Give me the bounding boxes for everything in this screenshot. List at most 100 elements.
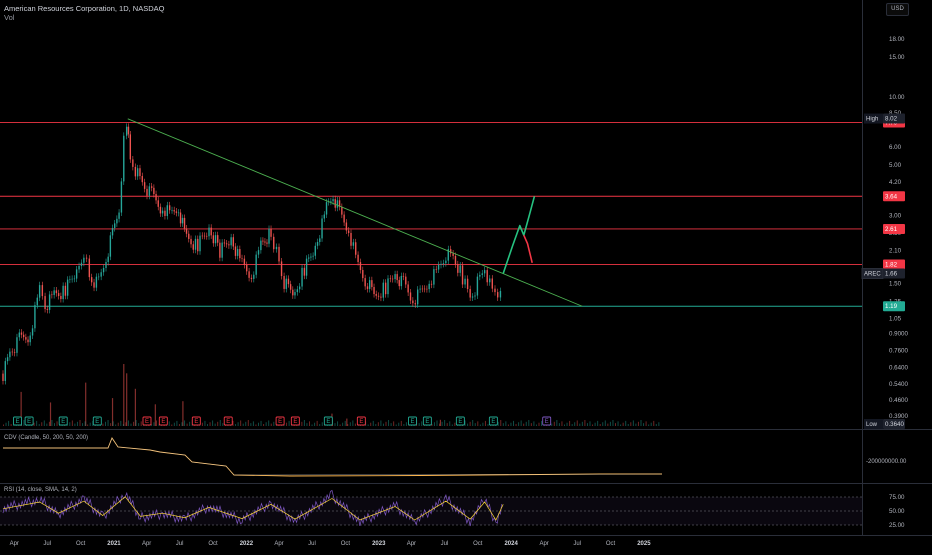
volume-bar	[263, 424, 265, 426]
candle-body	[255, 254, 257, 275]
candle-body	[296, 289, 299, 293]
volume-bar	[82, 423, 84, 426]
volume-bar	[168, 421, 170, 426]
candle-body	[497, 292, 499, 298]
volume-label[interactable]: Vol	[4, 13, 15, 22]
volume-bar	[558, 423, 560, 426]
volume-bar	[217, 421, 219, 426]
volume-bar	[232, 420, 234, 426]
earnings-marker[interactable]: E	[323, 416, 333, 426]
earnings-marker[interactable]: E	[356, 416, 366, 426]
earnings-marker[interactable]: E	[422, 416, 432, 426]
symbol-title[interactable]: American Resources Corporation, 1D, NASD…	[4, 4, 165, 13]
candle-body	[305, 258, 308, 276]
earnings-marker[interactable]: E	[92, 416, 102, 426]
candle-body	[248, 271, 250, 278]
volume-bar	[10, 424, 12, 426]
cdv-axis-tick: -200000000.00	[866, 459, 907, 465]
candle-body	[387, 278, 389, 295]
candle-body	[41, 285, 44, 297]
candle-body	[466, 278, 469, 289]
level-price-tag: 2.61	[883, 223, 905, 234]
level-price-tag-text: 2.61	[885, 226, 898, 233]
volume-bar	[89, 422, 91, 426]
volume-bar	[84, 421, 86, 426]
price-tick-label: 3.00	[889, 212, 902, 219]
price-tick-label: 0.4600	[889, 397, 908, 404]
candle-body	[62, 285, 64, 300]
volume-bar	[418, 423, 420, 426]
volume-bar	[133, 421, 135, 426]
earnings-marker[interactable]: E	[408, 416, 417, 426]
volume-bar	[154, 404, 156, 426]
earnings-marker[interactable]: E	[58, 416, 68, 426]
low-price-tag: 0.3640	[883, 419, 905, 429]
earnings-marker[interactable]: E	[488, 416, 498, 426]
high-label-bg	[864, 113, 883, 124]
volume-bar	[500, 420, 502, 426]
earnings-marker-bg	[223, 416, 233, 426]
candle-body	[298, 286, 301, 290]
candle-body	[396, 274, 398, 281]
earnings-marker[interactable]: E	[13, 416, 22, 426]
candle-body	[476, 276, 479, 296]
volume-bar	[505, 421, 507, 426]
volume-bar	[367, 424, 369, 426]
candle-body	[66, 279, 69, 296]
candle-body	[262, 240, 264, 242]
volume-bar	[3, 424, 4, 426]
high-price-tag-text: 8.02	[885, 116, 898, 123]
candle-body	[375, 294, 377, 296]
volume-bar	[182, 401, 184, 426]
price-tick-label: 8.50	[889, 110, 902, 117]
candle-body	[69, 279, 71, 280]
volume-bar	[525, 421, 527, 426]
volume-bar	[186, 423, 188, 426]
volume-bar	[120, 420, 122, 426]
candle-body	[183, 217, 186, 229]
candle-body	[373, 287, 375, 295]
earnings-marker[interactable]: E	[223, 416, 233, 426]
candle-body	[197, 238, 199, 252]
volume-bar	[510, 422, 512, 426]
earnings-marker[interactable]: E	[275, 416, 285, 426]
earnings-marker[interactable]: E	[142, 416, 152, 426]
volume-bar	[288, 420, 290, 426]
volume-bar	[337, 421, 339, 426]
currency-button[interactable]: USD	[886, 3, 909, 16]
volume-bar	[592, 424, 594, 426]
volume-bar	[589, 421, 591, 426]
price-tick-label: 6.00	[889, 144, 902, 151]
earnings-marker[interactable]: E	[24, 416, 34, 426]
volume-bar	[474, 423, 476, 426]
cdv-label[interactable]: CDV (Candle, 50, 200, 50, 200)	[4, 435, 89, 441]
candle-body	[201, 235, 203, 237]
volume-bar	[620, 424, 622, 426]
rsi-label[interactable]: RSI (14, close, SMA, 14, 2)	[4, 487, 77, 493]
candle-body	[90, 277, 93, 283]
candle-body	[321, 218, 323, 239]
volume-bar	[477, 421, 479, 426]
earnings-marker[interactable]: E	[158, 416, 168, 426]
earnings-marker[interactable]: E	[191, 416, 201, 426]
candle-body	[120, 181, 123, 213]
earnings-marker[interactable]: E	[542, 416, 552, 426]
volume-bar	[8, 420, 10, 426]
earnings-marker-text: E	[359, 419, 363, 425]
candle-body	[486, 270, 488, 283]
volume-bar	[252, 421, 254, 426]
earnings-marker[interactable]: E	[290, 416, 300, 426]
volume-bar	[349, 422, 351, 426]
volume-bar	[484, 420, 486, 426]
candle-body	[29, 335, 31, 343]
earnings-marker-text: E	[458, 419, 462, 425]
volume-bar	[446, 423, 448, 426]
candle-body	[4, 361, 6, 381]
price-tick-label: 0.9000	[889, 331, 908, 338]
candle-body	[270, 228, 272, 237]
earnings-marker[interactable]: E	[455, 416, 465, 426]
candle-body	[168, 205, 171, 211]
time-tick-label: Oct	[473, 541, 483, 547]
